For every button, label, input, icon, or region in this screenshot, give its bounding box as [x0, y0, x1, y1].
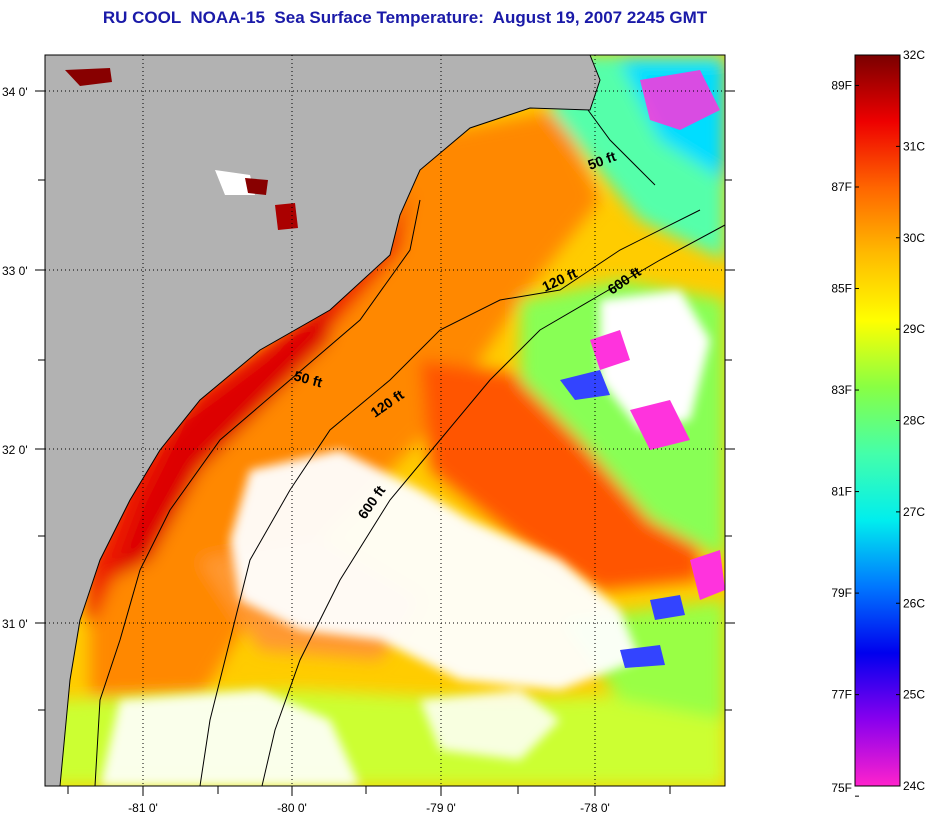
isobath-120ft	[199, 209, 701, 786]
lon-label: -79 0'	[426, 801, 456, 815]
colorbar-celsius-label: 32C	[903, 48, 925, 62]
contour-label-50ft-south: 50 ft	[292, 367, 324, 390]
isobath-50ft	[94, 109, 656, 786]
colorbar-celsius-label: 27C	[903, 505, 925, 519]
colorbar-fahrenheit-label: 75F	[831, 781, 852, 795]
lat-label: 32 0'	[2, 443, 28, 457]
map-frame	[44, 54, 726, 787]
colorbar-fahrenheit-label: 79F	[831, 586, 852, 600]
longitude-ticks	[67, 786, 671, 796]
lat-label: 34 0'	[2, 85, 28, 99]
graticule	[45, 55, 725, 786]
colorbar-celsius-label: 24C	[903, 779, 925, 793]
colorbar-celsius-label: 28C	[903, 414, 925, 428]
inland-lake-warm	[245, 178, 268, 195]
colorbar-fahrenheit-label: 77F	[831, 688, 852, 702]
lat-label: 31 0'	[2, 617, 28, 631]
colorbar-fahrenheit-label: 81F	[831, 485, 852, 499]
map-plot-area: 50 ft 120 ft 600 ft 50 ft 120 ft 600 ft	[45, 55, 725, 786]
colorbar-fahrenheit-label: 83F	[831, 383, 852, 397]
lon-label: -81 0'	[128, 801, 158, 815]
lon-label: -80 0'	[277, 801, 307, 815]
cloud-cover	[100, 290, 710, 786]
map-title: RU COOL NOAA-15 Sea Surface Temperature:…	[102, 8, 708, 27]
colorbar-celsius-label: 30C	[903, 231, 925, 245]
colorbar: 32C 31C 30C 29C 28C 27C 26C 25C 24C 89F 87F 85F 83F…	[831, 48, 925, 797]
colorbar-celsius-label: 31C	[903, 139, 925, 153]
inland-lake-warm	[275, 203, 298, 230]
lat-label: 33 0'	[2, 264, 28, 278]
colorbar-fahrenheit-label: 85F	[831, 282, 852, 296]
colorbar-celsius-label: 29C	[903, 322, 925, 336]
colorbar-fahrenheit-label: 89F	[831, 78, 852, 92]
inland-lake	[215, 170, 255, 195]
colorbar-scale	[854, 54, 901, 787]
colorbar-celsius-label: 26C	[903, 596, 925, 610]
colorbar-celsius-label: 25C	[903, 688, 925, 702]
coastline	[59, 55, 601, 786]
colorbar-fahrenheit-label: 87F	[831, 180, 852, 194]
lon-label: -78 0'	[580, 801, 610, 815]
inland-lake-warm	[65, 68, 112, 86]
cold-speckles	[560, 70, 725, 668]
latitude-ticks	[35, 90, 735, 711]
land-mass	[45, 55, 600, 786]
